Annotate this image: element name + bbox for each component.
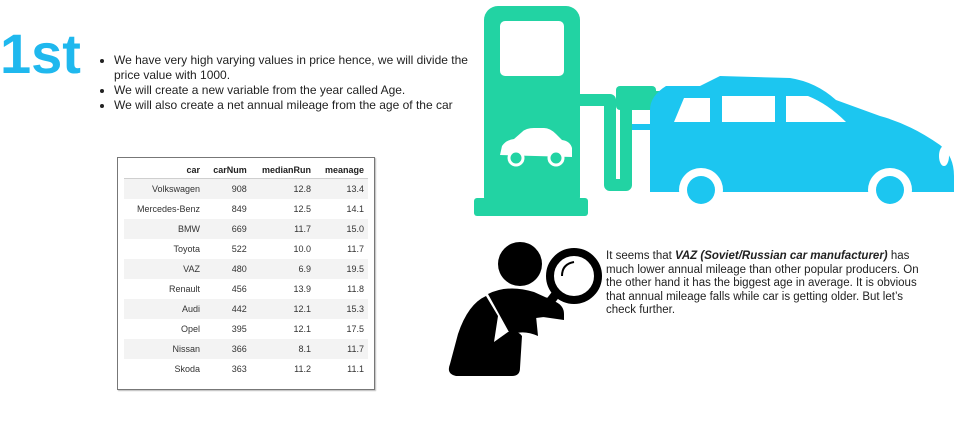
table-cell: 19.5 [315, 259, 368, 279]
table-cell: 395 [231, 324, 247, 334]
bullet-item: We will also create a net annual mileage… [114, 98, 474, 113]
table-cell: 12.8 [250, 178, 315, 199]
table-row: Volkswagen 908 12.8 13.4 [124, 178, 368, 199]
data-table-panel: car carNum medianRun meanage Volkswagen 9… [117, 157, 375, 390]
bullet-item: We will create a new variable from the y… [114, 83, 474, 98]
table-row: Skoda 363 11.2 11.1 [124, 359, 368, 379]
table-cell: Opel [181, 324, 201, 334]
table-cell: 10.0 [293, 244, 311, 254]
table-cell: 522 [231, 244, 247, 254]
table-row: BMW 669 11.7 15.0 [124, 219, 368, 239]
table-cell: 13.9 [293, 284, 311, 294]
table-cell: 15.3 [315, 299, 368, 319]
table-cell: 8.1 [250, 339, 315, 359]
conclusion-text: It seems that VAZ (Soviet/Russian car ma… [606, 250, 936, 318]
table-cell: 908 [204, 178, 251, 199]
table-cell: 12.1 [250, 299, 315, 319]
table-cell: 17.5 [346, 324, 364, 334]
column-header: medianRun [250, 164, 315, 179]
table-row: Renault 456 13.9 11.8 [124, 279, 368, 299]
slide-heading: 1st [0, 22, 81, 85]
electric-car-icon [632, 76, 954, 212]
column-header: meanage [315, 164, 368, 179]
table-cell: 11.7 [347, 244, 364, 254]
table-cell: Skoda [174, 364, 201, 374]
table-cell: Renault [168, 284, 201, 294]
table-cell: 363 [231, 364, 247, 374]
table-row: VAZ 480 6.9 19.5 [124, 259, 368, 279]
ev-charging-pump-icon [474, 6, 665, 216]
conclusion-emphasis: VAZ (Soviet/Russian car manufacturer) [675, 250, 888, 262]
table-cell: 11.1 [347, 364, 364, 374]
table-cell: 12.5 [293, 204, 311, 214]
person-magnifier-icon [448, 242, 602, 376]
table-cell: 442 [204, 299, 251, 319]
table-cell: Volkswagen [124, 178, 205, 199]
table-cell: 11.7 [250, 219, 315, 239]
column-header: car [124, 164, 205, 179]
table-cell: 849 [231, 204, 247, 214]
table-cell: 12.1 [293, 324, 311, 334]
table-cell: BMW [124, 219, 205, 239]
bullet-list: We have very high varying values in pric… [100, 53, 474, 127]
table-cell: 456 [231, 284, 247, 294]
table-cell: Audi [124, 299, 205, 319]
car-stats-table: car carNum medianRun meanage Volkswagen 9… [124, 164, 368, 379]
table-row: Toyota 522 10.0 11.7 [124, 239, 368, 259]
table-cell: 11.7 [315, 339, 368, 359]
column-header: carNum [204, 164, 251, 179]
conclusion-lead: It seems that [606, 250, 676, 262]
table-cell: 11.8 [347, 284, 364, 294]
ev-charging-illustration [474, 6, 954, 216]
bullet-item: We have very high varying values in pric… [114, 53, 474, 83]
table-header-row: car carNum medianRun meanage [124, 164, 368, 179]
conclusion-rest: has much lower annual mileage than other… [606, 250, 919, 317]
table-cell: Toyota [173, 244, 201, 254]
table-row: Nissan 366 8.1 11.7 [124, 339, 368, 359]
table-cell: 669 [204, 219, 251, 239]
table-cell: 15.0 [315, 219, 368, 239]
table-cell: 6.9 [250, 259, 315, 279]
table-row: Audi 442 12.1 15.3 [124, 299, 368, 319]
table-cell: 11.2 [294, 364, 311, 374]
table-cell: 366 [204, 339, 251, 359]
table-cell: Nissan [124, 339, 205, 359]
table-cell: 13.4 [315, 178, 368, 199]
table-row: Opel 395 12.1 17.5 [124, 319, 368, 339]
table-row: Mercedes-Benz 849 12.5 14.1 [124, 199, 368, 219]
table-cell: 480 [204, 259, 251, 279]
small-car-icon [500, 128, 572, 167]
table-cell: 14.1 [346, 204, 364, 214]
table-cell: Mercedes-Benz [136, 204, 201, 214]
table-cell: VAZ [124, 259, 205, 279]
